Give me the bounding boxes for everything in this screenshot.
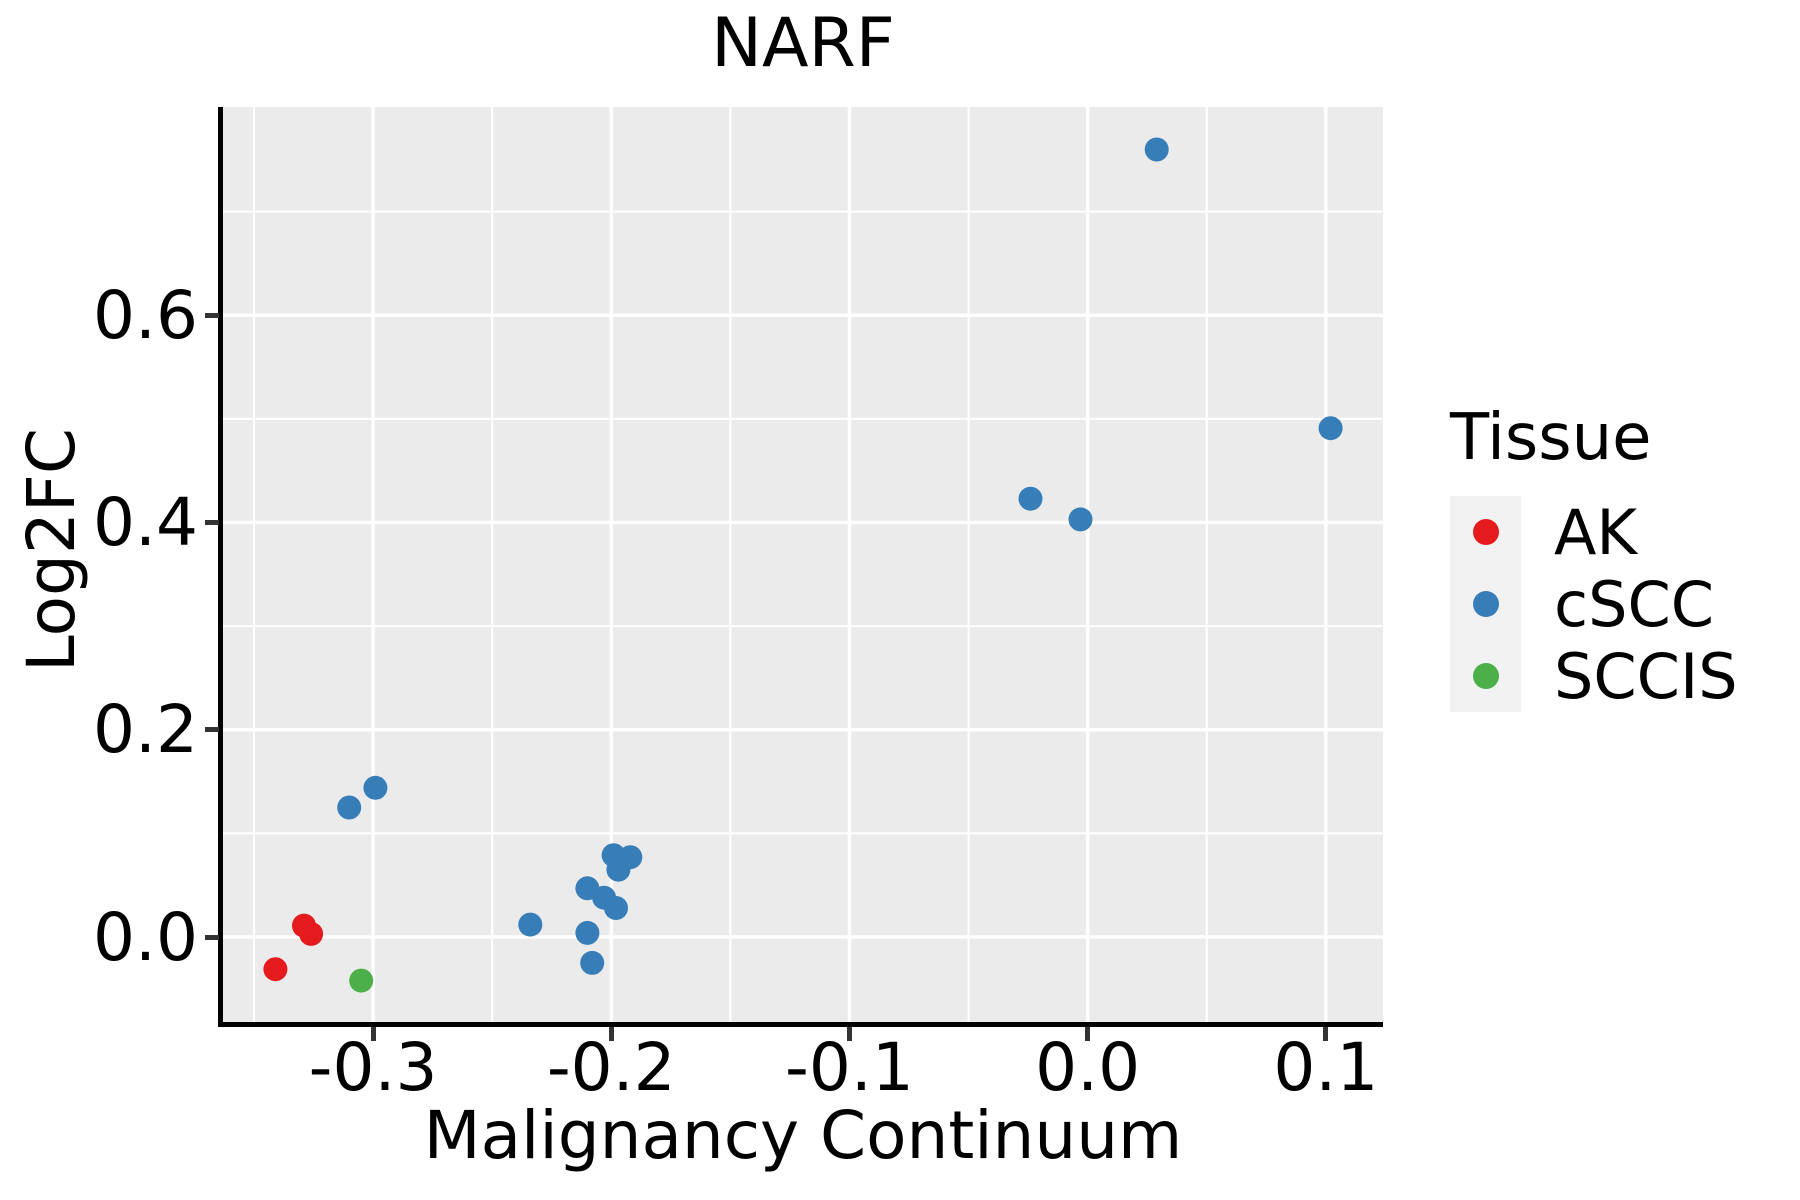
data-point-cscc [1068, 507, 1093, 532]
legend-key-box [1450, 640, 1521, 712]
plot-panel [223, 107, 1383, 1022]
plot-points-svg [223, 107, 1383, 1022]
legend-dot-icon [1472, 663, 1499, 689]
legend-dot-icon [1472, 519, 1499, 545]
data-point-cscc [580, 950, 605, 975]
x-tick-label: -0.2 [546, 1028, 676, 1106]
data-point-cscc [1018, 486, 1043, 511]
data-point-cscc [337, 795, 362, 820]
x-tick-mark [608, 1027, 614, 1041]
x-tick-mark [846, 1027, 852, 1041]
y-tick-label: 0.2 [93, 691, 198, 769]
data-point-cscc [575, 920, 600, 945]
legend-entry-label: SCCIS [1554, 639, 1738, 713]
legend-entry-sccis: SCCIS [1450, 639, 1738, 713]
y-tick-label: 0.4 [93, 484, 198, 562]
legend-entry-cscc: cSCC [1450, 567, 1738, 641]
data-point-cscc [363, 775, 388, 800]
y-tick-mark [205, 520, 219, 526]
x-axis-title: Malignancy Continuum [423, 1097, 1183, 1174]
data-point-ak [299, 921, 324, 946]
data-point-sccis [349, 968, 374, 993]
data-point-cscc [1144, 137, 1169, 162]
x-tick-label: -0.1 [785, 1028, 914, 1106]
legend: Tissue AK cSCC SCCIS [1450, 401, 1738, 713]
data-point-ak [263, 957, 288, 982]
data-point-cscc [518, 912, 543, 937]
legend-entry-ak: AK [1450, 495, 1738, 569]
x-axis-line [218, 1022, 1383, 1027]
data-point-cscc [1318, 416, 1343, 441]
legend-entries: AK cSCC SCCIS [1450, 495, 1738, 713]
x-tick-label: 0.0 [1035, 1028, 1141, 1106]
legend-entry-label: cSCC [1554, 567, 1715, 641]
y-axis-title: Log2FC [13, 428, 90, 672]
y-tick-label: 0.0 [93, 898, 198, 976]
y-tick-mark [205, 934, 219, 940]
y-tick-mark [205, 727, 219, 733]
legend-key-box [1450, 568, 1521, 640]
x-tick-mark [1085, 1027, 1091, 1041]
y-tick-label: 0.6 [93, 276, 198, 354]
data-point-cscc [604, 896, 628, 920]
legend-entry-label: AK [1554, 495, 1638, 569]
legend-title: Tissue [1450, 401, 1652, 475]
y-axis-line [218, 107, 223, 1027]
x-tick-mark [1323, 1027, 1329, 1041]
plot-title: NARF [711, 4, 895, 83]
legend-dot-icon [1472, 591, 1499, 617]
legend-key-box [1450, 496, 1521, 568]
y-tick-mark [205, 312, 219, 318]
x-tick-label: -0.3 [308, 1028, 438, 1106]
x-tick-mark [370, 1027, 376, 1041]
data-point-cscc [606, 857, 631, 882]
x-tick-label: 0.1 [1273, 1028, 1379, 1106]
